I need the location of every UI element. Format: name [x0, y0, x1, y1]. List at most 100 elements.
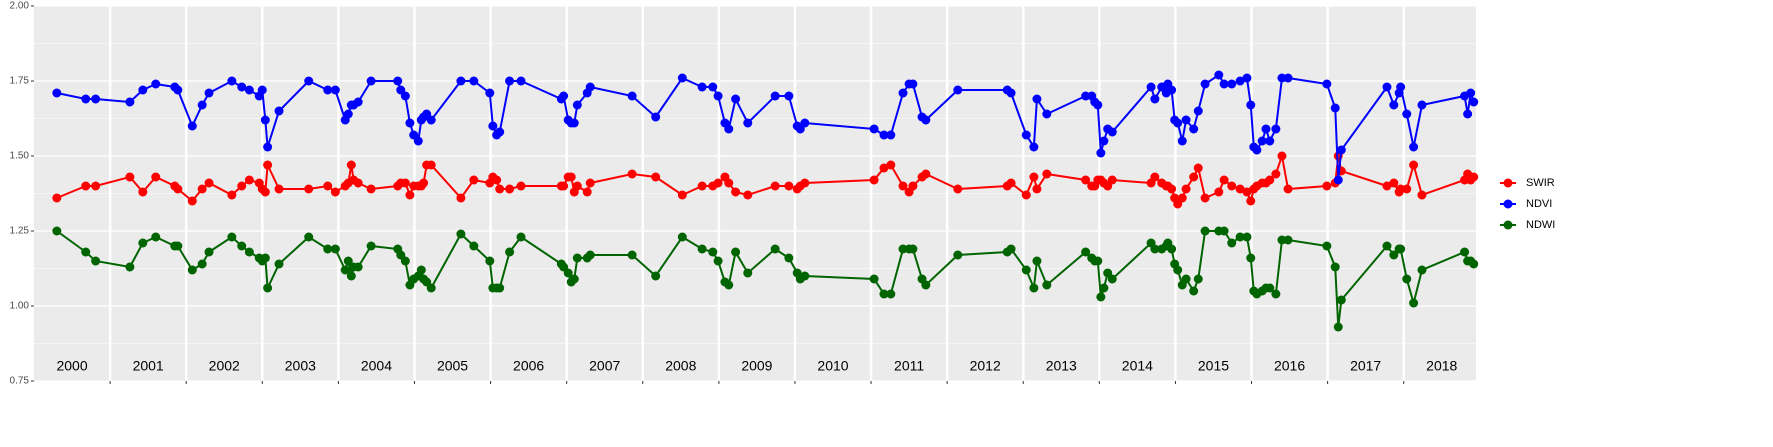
data-point [879, 130, 889, 140]
data-point [1246, 253, 1256, 263]
data-point [187, 196, 197, 206]
data-point [713, 91, 723, 101]
data-point [400, 256, 410, 266]
data-point [869, 175, 879, 185]
data-point [677, 232, 687, 242]
data-point [953, 85, 963, 95]
data-point [697, 181, 707, 191]
data-point [1283, 73, 1293, 83]
data-point [1469, 172, 1479, 182]
data-point [921, 280, 931, 290]
data-point [485, 88, 495, 98]
data-point [260, 115, 270, 125]
data-point [566, 172, 576, 182]
year-label: 2018 [1426, 358, 1457, 374]
data-point [260, 187, 270, 197]
data-point [1150, 244, 1160, 254]
year-label: 2000 [56, 358, 87, 374]
data-point [1265, 136, 1275, 146]
data-point [697, 244, 707, 254]
data-point [304, 184, 314, 194]
year-label: 2001 [133, 358, 164, 374]
data-point [1336, 295, 1346, 305]
data-point [1029, 142, 1039, 152]
data-point [1081, 247, 1091, 257]
data-point [1242, 232, 1252, 242]
data-point [627, 91, 637, 101]
data-point [1146, 82, 1156, 92]
data-point [1409, 142, 1419, 152]
data-point [582, 187, 592, 197]
data-point [1042, 169, 1052, 179]
data-point [1389, 250, 1399, 260]
data-point [898, 181, 908, 191]
year-label: 2004 [361, 358, 392, 374]
y-tick-label: 1.00 [10, 301, 30, 312]
data-point [879, 289, 889, 299]
data-point [1402, 184, 1412, 194]
data-point [1396, 82, 1406, 92]
data-point [1167, 184, 1177, 194]
data-point [304, 76, 314, 86]
data-point [1107, 175, 1117, 185]
data-point [585, 250, 595, 260]
data-point [724, 124, 734, 134]
data-point [274, 184, 284, 194]
data-point [1235, 184, 1245, 194]
data-point [516, 232, 526, 242]
year-label: 2009 [741, 358, 772, 374]
year-label: 2012 [970, 358, 1001, 374]
legend-marker [1503, 199, 1513, 209]
data-point [800, 178, 810, 188]
data-point [138, 85, 148, 95]
data-point [1150, 172, 1160, 182]
data-point [1189, 172, 1199, 182]
data-point [173, 241, 183, 251]
data-point [274, 259, 284, 269]
data-point [651, 172, 661, 182]
data-point [204, 88, 214, 98]
year-label: 2003 [285, 358, 316, 374]
data-point [151, 232, 161, 242]
data-point [1081, 175, 1091, 185]
data-point [400, 178, 410, 188]
data-point [426, 283, 436, 293]
data-point [1042, 280, 1052, 290]
data-point [91, 94, 101, 104]
data-point [1382, 82, 1392, 92]
data-point [708, 82, 718, 92]
legend-label: SWIR [1526, 177, 1555, 189]
data-point [91, 181, 101, 191]
data-point [770, 244, 780, 254]
data-point [921, 115, 931, 125]
data-point [393, 76, 403, 86]
year-label: 2010 [817, 358, 848, 374]
year-label: 2013 [1046, 358, 1077, 374]
data-point [1093, 100, 1103, 110]
data-point [908, 79, 918, 89]
year-label: 2015 [1198, 358, 1229, 374]
data-point [1107, 127, 1117, 137]
data-point [343, 109, 353, 119]
data-point [366, 184, 376, 194]
data-point [237, 241, 247, 251]
data-point [1333, 322, 1343, 332]
year-label: 2014 [1122, 358, 1153, 374]
data-point [1227, 181, 1237, 191]
data-point [516, 181, 526, 191]
data-point [495, 184, 505, 194]
data-point [263, 142, 273, 152]
data-point [81, 247, 91, 257]
data-point [651, 112, 661, 122]
data-point [1382, 181, 1392, 191]
data-point [908, 244, 918, 254]
data-point [237, 181, 247, 191]
data-point [1214, 70, 1224, 80]
data-point [1417, 100, 1427, 110]
data-point [559, 91, 569, 101]
data-point [1200, 193, 1210, 203]
data-point [1219, 226, 1229, 236]
y-tick-label: 1.25 [10, 226, 30, 237]
data-point [1336, 145, 1346, 155]
